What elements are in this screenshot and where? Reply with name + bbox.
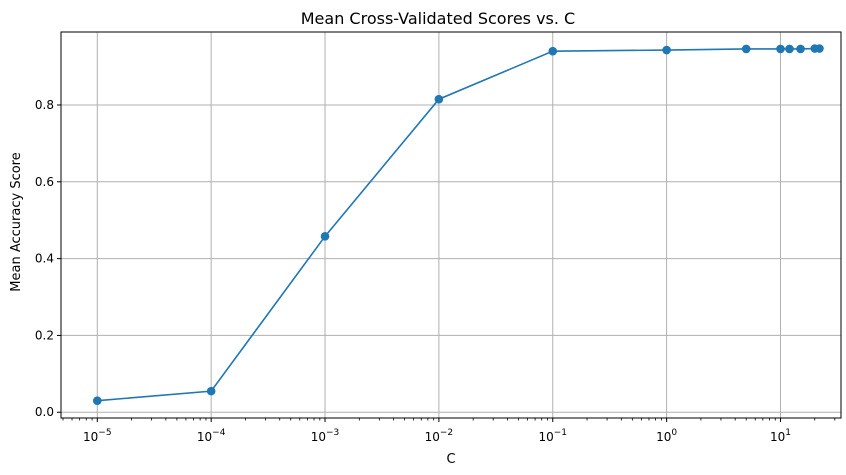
axes-layer [60, 31, 842, 419]
data-point [434, 94, 444, 104]
data-point [785, 44, 794, 54]
series-layer [92, 44, 824, 406]
data-point [776, 44, 785, 54]
x-axis-label: C [446, 452, 455, 467]
plot-frame [60, 31, 842, 419]
y-tick-label: 0.6 [35, 175, 54, 189]
y-axis-label: Mean Accuracy Score [9, 152, 24, 291]
data-point [320, 232, 330, 241]
x-tick-label: 10−1 [538, 428, 567, 444]
y-tick-label: 0.4 [35, 252, 54, 266]
data-point [815, 44, 824, 53]
data-point [206, 386, 216, 396]
x-tick-label: 10−3 [311, 428, 340, 444]
data-point [741, 44, 751, 54]
data-point [92, 396, 102, 406]
y-tick-label: 0.8 [35, 98, 54, 112]
grid-layer [61, 32, 841, 418]
x-tick-label: 101 [770, 428, 791, 444]
y-tick-label: 0.2 [35, 328, 54, 342]
chart-title: Mean Cross-Validated Scores vs. C [301, 9, 575, 28]
x-tick-label: 10−2 [425, 428, 454, 444]
x-tick-label: 10−4 [197, 428, 226, 444]
data-point [548, 46, 558, 56]
x-tick-label: 10−5 [83, 428, 112, 444]
data-point [796, 44, 805, 54]
data-point [662, 45, 671, 55]
y-tick-label: 0.0 [35, 405, 54, 419]
x-tick-label: 100 [656, 428, 677, 444]
ticks-layer: 10−5 10−4 10−3 10−2 10−1 100 101 0.0 0.2 0.4 0.6 0.… [35, 98, 836, 444]
